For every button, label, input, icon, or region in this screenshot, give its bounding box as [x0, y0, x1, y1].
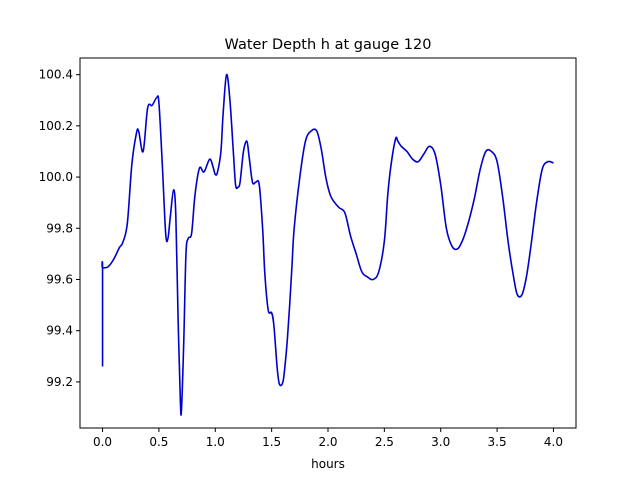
series-line [101, 73, 554, 416]
x-tick-label: 4.0 [544, 435, 563, 449]
y-tick-label: 100.2 [39, 119, 73, 133]
x-tick-label: 3.5 [488, 435, 507, 449]
plot-area [101, 73, 554, 416]
x-tick-label: 2.5 [375, 435, 394, 449]
y-axis: 99.2 99.4 99.6 99.8 100.0 100.2 100.4 [39, 68, 80, 389]
x-tick-label: 2.0 [318, 435, 337, 449]
x-tick-label: 0.0 [93, 435, 112, 449]
axes-frame [79, 57, 577, 429]
x-tick-label: 1.0 [206, 435, 225, 449]
y-tick-label: 99.4 [46, 324, 73, 338]
x-tick-label: 0.5 [149, 435, 168, 449]
chart-title: Water Depth h at gauge 120 [225, 37, 432, 53]
y-tick-label: 99.8 [46, 221, 73, 235]
y-tick-label: 100.0 [39, 170, 73, 184]
x-tick-label: 3.0 [431, 435, 450, 449]
y-tick-label: 99.2 [46, 375, 73, 389]
x-axis: 0.0 0.5 1.0 1.5 2.0 2.5 3.0 3.5 4.0 [93, 428, 563, 449]
y-tick-label: 99.6 [46, 272, 73, 286]
y-tick-label: 100.4 [39, 68, 73, 82]
x-axis-label: hours [311, 457, 345, 471]
x-tick-label: 1.5 [262, 435, 281, 449]
